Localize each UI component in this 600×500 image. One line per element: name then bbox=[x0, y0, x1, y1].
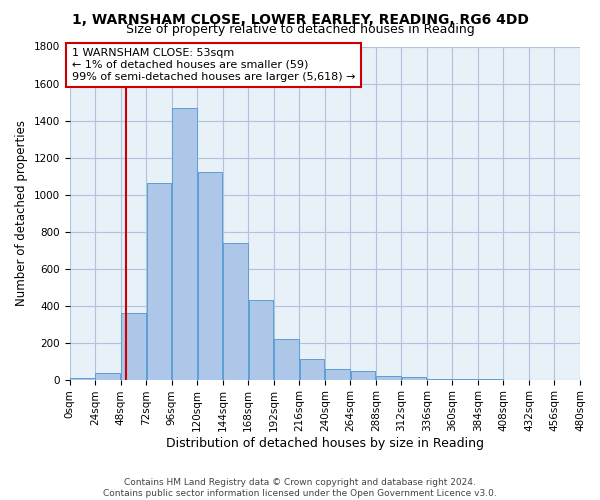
Bar bbox=[146, 184, 171, 380]
Bar bbox=[172, 108, 197, 380]
Text: 1, WARNSHAM CLOSE, LOWER EARLEY, READING, RG6 4DD: 1, WARNSHAM CLOSE, LOWER EARLEY, READING… bbox=[71, 12, 529, 26]
Bar bbox=[427, 378, 452, 380]
Bar bbox=[223, 242, 248, 380]
Bar bbox=[274, 339, 299, 380]
Bar bbox=[121, 313, 146, 380]
Bar bbox=[299, 359, 325, 380]
Bar bbox=[325, 370, 350, 380]
X-axis label: Distribution of detached houses by size in Reading: Distribution of detached houses by size … bbox=[166, 437, 484, 450]
Text: 1 WARNSHAM CLOSE: 53sqm
← 1% of detached houses are smaller (59)
99% of semi-det: 1 WARNSHAM CLOSE: 53sqm ← 1% of detached… bbox=[71, 48, 355, 82]
Bar bbox=[376, 376, 401, 380]
Bar bbox=[197, 172, 222, 380]
Bar bbox=[95, 373, 120, 380]
Bar bbox=[351, 372, 376, 380]
Y-axis label: Number of detached properties: Number of detached properties bbox=[15, 120, 28, 306]
Bar bbox=[402, 377, 427, 380]
Bar bbox=[248, 300, 273, 380]
Text: Size of property relative to detached houses in Reading: Size of property relative to detached ho… bbox=[125, 22, 475, 36]
Bar bbox=[70, 378, 95, 380]
Text: Contains HM Land Registry data © Crown copyright and database right 2024.
Contai: Contains HM Land Registry data © Crown c… bbox=[103, 478, 497, 498]
